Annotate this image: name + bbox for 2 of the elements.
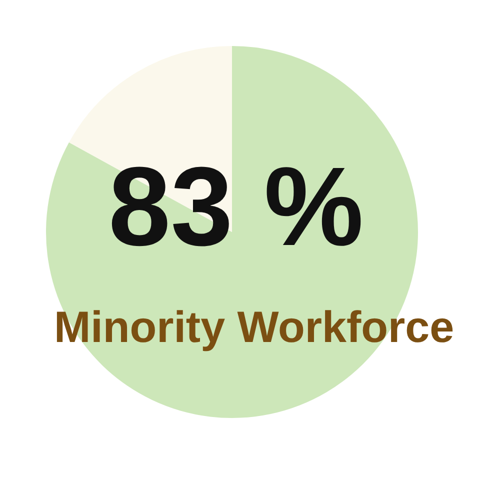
- slice-label: Minority Workforce: [54, 303, 454, 352]
- data-label: 83 %: [108, 144, 364, 269]
